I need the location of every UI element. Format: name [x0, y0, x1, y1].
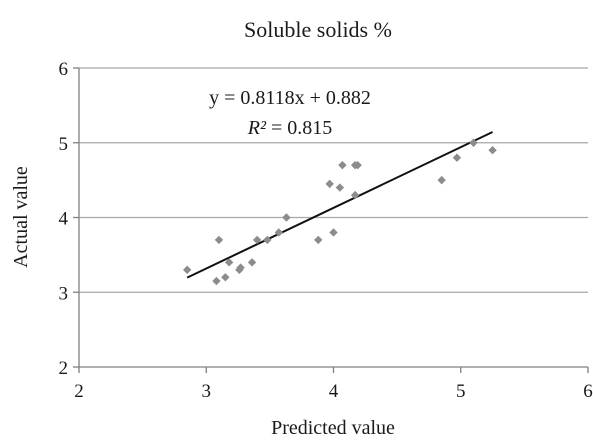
chart-title: Soluble solids % — [244, 17, 392, 42]
x-tick-label: 4 — [329, 381, 339, 402]
data-point — [274, 228, 283, 237]
x-tick-label: 2 — [74, 381, 84, 402]
data-point — [224, 258, 234, 267]
data-point — [314, 235, 323, 245]
data-point — [214, 235, 224, 245]
data-point — [353, 160, 362, 170]
trendline-equation: y = 0.8118x + 0.882 — [209, 87, 371, 109]
data-point — [263, 235, 272, 245]
data-point — [325, 179, 334, 189]
x-tick-label: 3 — [202, 381, 212, 402]
y-tick-label: 4 — [59, 209, 69, 230]
r-squared-label: R² = 0.815 — [247, 117, 333, 139]
data-point — [329, 228, 338, 237]
data-point — [212, 276, 221, 286]
data-point — [282, 213, 291, 222]
y-tick-label: 2 — [59, 358, 69, 379]
r-squared-value: = 0.815 — [266, 117, 332, 139]
data-point — [488, 146, 497, 155]
y-tick-label: 6 — [59, 59, 69, 80]
x-tick-label: 5 — [456, 381, 466, 402]
axes — [73, 67, 589, 373]
data-point — [338, 160, 347, 170]
data-point — [236, 263, 245, 272]
data-point — [350, 190, 360, 200]
data-point — [247, 258, 257, 267]
data-point — [452, 153, 462, 162]
tick-labels: 2 3 4 5 6 2 3 4 5 6 — [59, 59, 593, 402]
data-point — [182, 265, 192, 275]
data-point — [221, 273, 230, 282]
data-points — [182, 138, 497, 286]
y-axis-label: Actual value — [10, 166, 32, 268]
gridlines — [79, 67, 588, 293]
y-tick-label: 5 — [59, 134, 69, 155]
data-point — [437, 175, 446, 185]
x-axis-label: Predicted value — [271, 417, 395, 439]
data-point — [335, 183, 345, 192]
r-squared-symbol: R² — [247, 117, 267, 139]
data-point — [252, 235, 262, 245]
trendline — [186, 131, 493, 279]
y-tick-label: 3 — [59, 283, 69, 304]
x-tick-label: 6 — [583, 381, 593, 402]
trendline-group — [186, 131, 493, 279]
data-point — [469, 138, 478, 147]
